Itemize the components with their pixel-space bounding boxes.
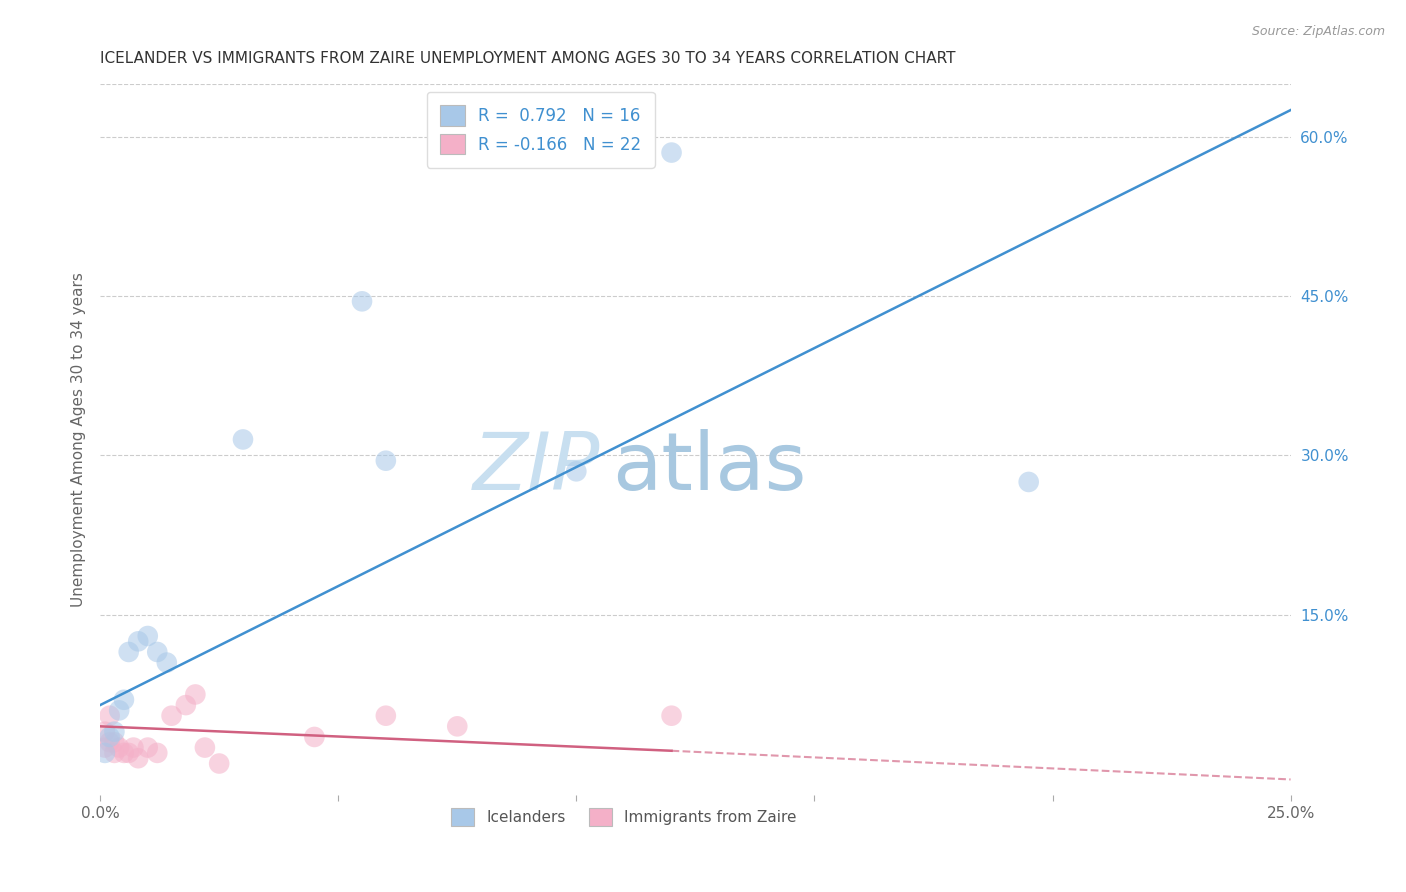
Point	[94, 746, 117, 760]
Text: Source: ZipAtlas.com: Source: ZipAtlas.com	[1251, 25, 1385, 38]
Point	[350, 294, 373, 309]
Point	[112, 746, 135, 760]
Point	[374, 453, 396, 467]
Point	[661, 708, 683, 723]
Point	[374, 708, 396, 723]
Point	[156, 656, 179, 670]
Point	[103, 724, 125, 739]
Point	[174, 698, 197, 712]
Point	[304, 730, 326, 744]
Point	[446, 719, 468, 733]
Legend: Icelanders, Immigrants from Zaire: Icelanders, Immigrants from Zaire	[444, 800, 804, 834]
Point	[94, 740, 117, 755]
Point	[232, 433, 254, 447]
Point	[146, 645, 169, 659]
Point	[94, 724, 117, 739]
Point	[98, 735, 121, 749]
Point	[127, 634, 149, 648]
Point	[118, 645, 141, 659]
Point	[103, 746, 125, 760]
Point	[108, 740, 131, 755]
Point	[103, 735, 125, 749]
Point	[1018, 475, 1040, 489]
Y-axis label: Unemployment Among Ages 30 to 34 years: Unemployment Among Ages 30 to 34 years	[72, 272, 86, 607]
Text: ZIP: ZIP	[472, 429, 600, 507]
Point	[127, 751, 149, 765]
Point	[146, 746, 169, 760]
Point	[184, 688, 207, 702]
Point	[98, 708, 121, 723]
Text: ICELANDER VS IMMIGRANTS FROM ZAIRE UNEMPLOYMENT AMONG AGES 30 TO 34 YEARS CORREL: ICELANDER VS IMMIGRANTS FROM ZAIRE UNEMP…	[100, 51, 956, 66]
Point	[136, 740, 159, 755]
Point	[661, 145, 683, 160]
Text: atlas: atlas	[612, 429, 807, 507]
Point	[118, 746, 141, 760]
Point	[136, 629, 159, 643]
Point	[565, 464, 588, 478]
Point	[194, 740, 217, 755]
Point	[208, 756, 231, 771]
Point	[98, 730, 121, 744]
Point	[122, 740, 145, 755]
Point	[160, 708, 183, 723]
Point	[112, 692, 135, 706]
Point	[108, 703, 131, 717]
